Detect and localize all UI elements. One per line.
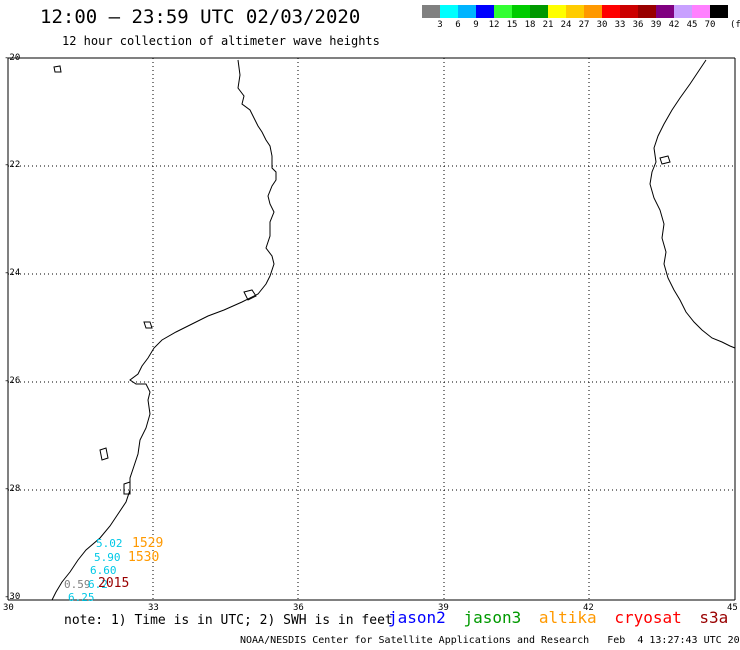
observation-value: 6.60 (90, 564, 117, 577)
legend-tick-label: 42 (668, 20, 680, 30)
coastal-island (243, 289, 257, 301)
map-title: 12:00 – 23:59 UTC 02/03/2020 (40, 6, 361, 28)
credit-line: NOAA/NESDIS Center for Satellite Applica… (240, 635, 740, 646)
map-subtitle: 12 hour collection of altimeter wave hei… (62, 34, 380, 48)
legend-swatch (512, 5, 530, 18)
legend-tick-label: 3 (437, 20, 443, 30)
legend-swatch (548, 5, 566, 18)
legend-tick-label: 36 (632, 20, 644, 30)
legend-tick-label: 21 (542, 20, 554, 30)
legend-swatch (566, 5, 584, 18)
legend-tick-label: 33 (614, 20, 626, 30)
mission-label-jason2: jason2 (388, 608, 446, 627)
legend-swatches (422, 5, 740, 18)
observation-value: 6.25 (68, 591, 95, 604)
legend-swatch (530, 5, 548, 18)
legend-tick-label: 9 (473, 20, 479, 30)
lat-label: -28 (4, 484, 21, 494)
lon-label: 39 (438, 603, 449, 613)
observation-value: 0.59 (64, 578, 91, 591)
legend-tick-label: 39 (650, 20, 662, 30)
lon-label: 33 (148, 603, 159, 613)
legend-unit: (ft) (730, 20, 740, 30)
legend-swatch (584, 5, 602, 18)
legend-tick-label: 12 (488, 20, 500, 30)
legend-swatch (476, 5, 494, 18)
coastal-island (659, 155, 671, 165)
observation-value: 5.90 (94, 551, 121, 564)
lat-label: -26 (4, 376, 21, 386)
lon-label: 36 (293, 603, 304, 613)
legend-tick-label: 24 (560, 20, 572, 30)
coastal-island (99, 447, 109, 461)
mission-label-s3a: s3a (699, 608, 729, 627)
observation-value: 6.2 (88, 578, 108, 591)
legend-swatch (638, 5, 656, 18)
footer-note: note: 1) Time is in UTC; 2) SWH is in fe… (64, 613, 393, 628)
legend-swatch (692, 5, 710, 18)
legend-swatch (656, 5, 674, 18)
mission-label-cryosat: cryosat (614, 608, 682, 627)
legend-swatch (440, 5, 458, 18)
africa-coastline (51, 59, 277, 601)
mission-label-jason3: jason3 (463, 608, 522, 627)
legend-swatch (674, 5, 692, 18)
legend-swatch (494, 5, 512, 18)
legend-swatch (602, 5, 620, 18)
mission-legend: jason2 jason3 altika cryosat s3a (388, 608, 728, 627)
legend-swatch (458, 5, 476, 18)
legend-swatch (422, 5, 440, 18)
coastal-island (143, 321, 153, 329)
legend-tick-label: 18 (524, 20, 536, 30)
lat-label: -20 (4, 53, 21, 63)
legend-swatch (710, 5, 728, 18)
observation-value: 1530 (128, 550, 160, 565)
legend-tick-label: 27 (578, 20, 590, 30)
lon-label: 30 (3, 603, 14, 613)
coastal-island (123, 481, 131, 495)
observation-value: 5.02 (96, 537, 123, 550)
legend-swatch (620, 5, 638, 18)
legend-tick-label: 15 (506, 20, 518, 30)
legend-tick-label: 70 (704, 20, 716, 30)
observation-value: 1529 (132, 536, 164, 551)
lon-label: 45 (727, 603, 738, 613)
lat-label: -24 (4, 268, 21, 278)
lon-label: 42 (583, 603, 594, 613)
lat-label: -30 (4, 592, 21, 602)
legend-tick-label: 45 (686, 20, 698, 30)
graticule (8, 58, 735, 600)
legend-tick-label: 6 (455, 20, 461, 30)
lat-label: -22 (4, 160, 21, 170)
legend-tick-label: 30 (596, 20, 608, 30)
inland-lake (53, 65, 62, 73)
madagascar-coastline (649, 59, 736, 349)
mission-label-altika: altika (538, 608, 597, 627)
observation-value: 2015 (98, 576, 130, 591)
